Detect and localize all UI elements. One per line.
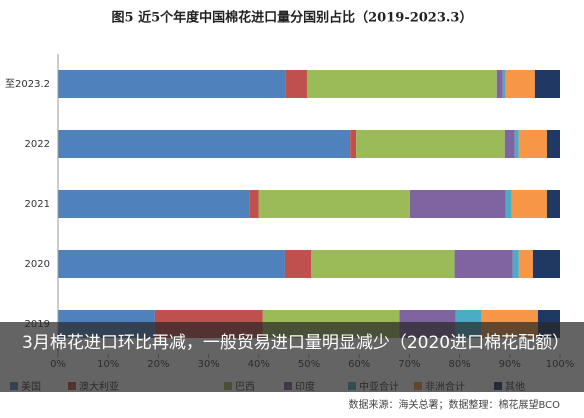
bar-segment <box>58 250 285 278</box>
bar-segment <box>496 70 503 98</box>
bar-segment <box>518 250 533 278</box>
bar-segment <box>534 70 560 98</box>
y-tick-label: 2022 <box>25 139 50 150</box>
bar-segment <box>258 190 410 218</box>
bar-segment <box>409 190 506 218</box>
bar-segment <box>58 190 250 218</box>
bar-segment <box>511 190 547 218</box>
bar-segment <box>285 70 307 98</box>
bar-segment <box>306 70 497 98</box>
bar-segment <box>502 70 506 98</box>
bar-segment <box>249 190 259 218</box>
y-tick-label: 至2023.2 <box>5 78 50 90</box>
bar-segment <box>454 250 513 278</box>
bar-segment <box>505 190 512 218</box>
bar-segment <box>532 250 560 278</box>
bar-segment <box>518 130 547 158</box>
chart-title: 图5 近5个年度中国棉花进口量分国别占比（2019-2023.3） <box>112 10 473 26</box>
bar-segment <box>350 130 357 158</box>
bar-segment <box>58 70 286 98</box>
bar-segment <box>546 130 560 158</box>
bar-segment <box>514 130 519 158</box>
bar-segment <box>311 250 455 278</box>
bar-segment <box>504 130 515 158</box>
bar-segment <box>58 130 351 158</box>
source: 数据来源：海关总署；数据整理：棉花展望BCO <box>348 398 560 411</box>
y-tick-label: 2020 <box>25 259 50 270</box>
bar-segment <box>505 70 535 98</box>
bar-segment <box>356 130 505 158</box>
caption: 3月棉花进口环比再减，一般贸易进口量明显减少（2020进口棉花配额） <box>0 322 584 392</box>
y-tick-label: 2021 <box>25 199 50 210</box>
bar-segment <box>284 250 312 278</box>
bar-segment <box>546 190 560 218</box>
bar-segment <box>512 250 519 278</box>
